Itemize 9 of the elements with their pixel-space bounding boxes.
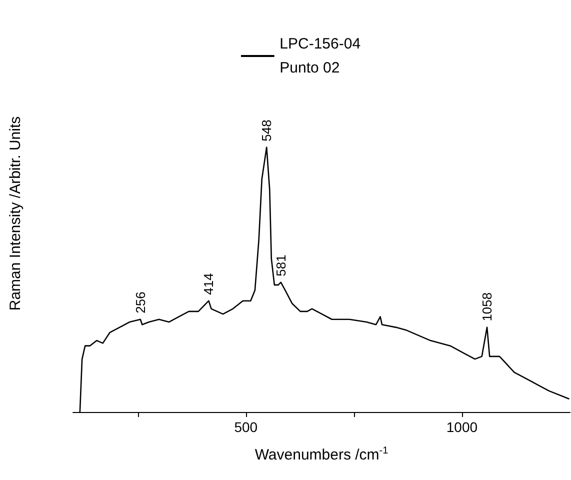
annotation: 414 [201, 273, 216, 295]
x-tick-label: 1000 [446, 419, 478, 435]
y-axis-title: Raman Intensity /Arbitr. Units [7, 116, 24, 311]
legend-label: LPC-156-04 Punto 02 [280, 36, 361, 76]
annotation: 1058 [480, 292, 495, 322]
annotation: 256 [132, 292, 148, 314]
annotation: 581 [273, 254, 288, 276]
x-tick-label: 500 [234, 419, 258, 435]
annotation: 548 [259, 120, 274, 142]
